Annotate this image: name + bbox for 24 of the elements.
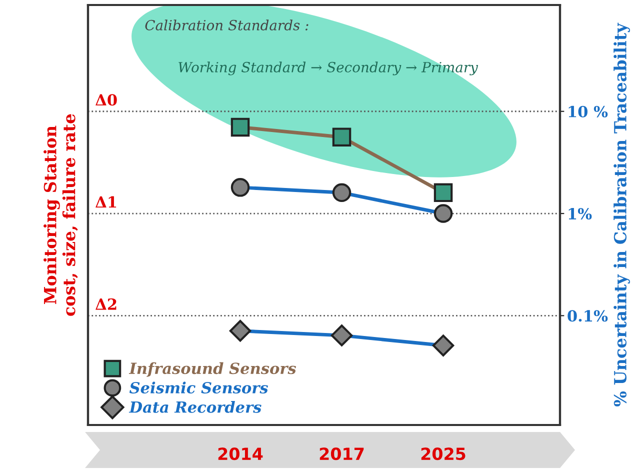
point [332,128,352,146]
y2-axis-title: % Uncertainty in Calibration Traceability [614,22,630,406]
x-tick-label: 2025 [421,448,466,460]
point [434,204,453,223]
x-tick-label: 2017 [320,448,364,460]
text: Δ0 [96,94,117,106]
annotation: Calibration Standards : [145,20,308,30]
point [230,118,250,137]
y2-tick-label: 0.1% [568,310,608,322]
point [330,324,353,346]
point [434,183,453,202]
legend-label: Seismic Sensors [129,382,268,394]
x-tick-label: 2014 [218,448,263,460]
legend-label: Infrasound Sensors [128,362,296,377]
y2-tick-label: 1% [568,208,592,220]
point [230,178,250,197]
point [432,334,454,356]
text: Monitoring Station cost, size, failure rate [44,114,78,316]
point [229,320,252,342]
point [332,183,352,202]
y2-tick-label: 10 % [568,106,608,118]
text: Δ1 [96,196,116,208]
text: Δ2 [96,298,116,310]
legend-label: Data Recorders [128,401,262,413]
